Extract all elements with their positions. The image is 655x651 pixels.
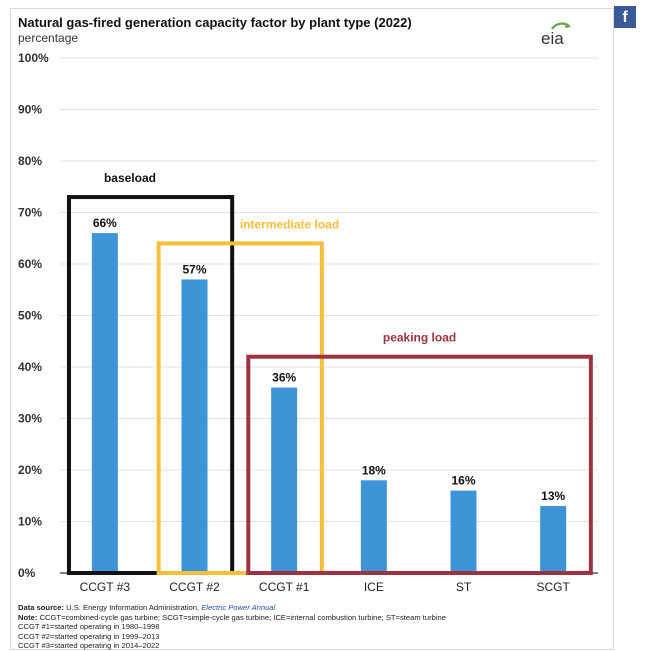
data-label: 16%	[451, 474, 475, 488]
chart-notes: Data source: U.S. Energy Information Adm…	[18, 603, 446, 651]
x-tick-label: SCGT	[536, 580, 570, 594]
y-tick-label: 50%	[18, 309, 42, 323]
group-box	[246, 354, 593, 576]
y-tick-label: 60%	[18, 257, 42, 271]
y-tick-label: 70%	[18, 206, 42, 220]
y-tick-label: 20%	[18, 463, 42, 477]
data-label: 13%	[541, 489, 565, 503]
bar	[540, 506, 567, 573]
y-tick-label: 80%	[18, 154, 42, 168]
x-tick-label: ICE	[364, 580, 384, 594]
bar	[271, 387, 298, 573]
group-label: intermediate load	[240, 217, 339, 231]
source-label: Data source:	[18, 603, 65, 612]
eia-logo-text: eia	[541, 29, 564, 48]
bar	[450, 490, 477, 573]
y-tick-label: 30%	[18, 412, 42, 426]
eia-logo: eia	[541, 22, 571, 48]
bar	[181, 279, 208, 573]
x-tick-label: CCGT #1	[259, 580, 310, 594]
data-label: 36%	[272, 371, 296, 385]
note-line-3: CCGT #3=started operating in 2014–2022	[18, 641, 160, 651]
y-tick-label: 40%	[18, 360, 42, 374]
note-line-2: CCGT #2=started operating in 1999–2013	[18, 631, 160, 641]
group-box	[156, 241, 324, 575]
group-box	[66, 195, 235, 576]
note-line-1: CCGT #1=started operating in 1980–1998	[18, 622, 160, 632]
x-tick-label: CCGT #2	[169, 580, 220, 594]
bar	[91, 233, 118, 573]
data-label: 18%	[362, 463, 386, 477]
note-label: Note:	[18, 612, 38, 622]
y-tick-label: 10%	[18, 515, 42, 529]
source-text: U.S. Energy Information Administration,	[66, 603, 200, 612]
facebook-icon[interactable]: f	[614, 6, 636, 28]
group-label: baseload	[104, 171, 156, 185]
y-tick-label: 0%	[18, 566, 36, 580]
chart-subtitle: percentage	[18, 31, 79, 45]
x-tick-label: CCGT #3	[80, 580, 131, 594]
chart-title: Natural gas-fired generation capacity fa…	[18, 15, 412, 30]
y-tick-label: 100%	[18, 51, 49, 65]
x-tick-label: ST	[456, 580, 472, 594]
note-text: CCGT=combined-cycle gas turbine; SCGT=si…	[39, 612, 446, 622]
data-label: 66%	[93, 216, 117, 230]
group-label: peaking load	[383, 331, 456, 345]
y-tick-label: 90%	[18, 103, 42, 117]
data-label: 57%	[182, 262, 206, 276]
source-link[interactable]: Electric Power Annual	[201, 603, 276, 612]
bar	[360, 480, 387, 573]
